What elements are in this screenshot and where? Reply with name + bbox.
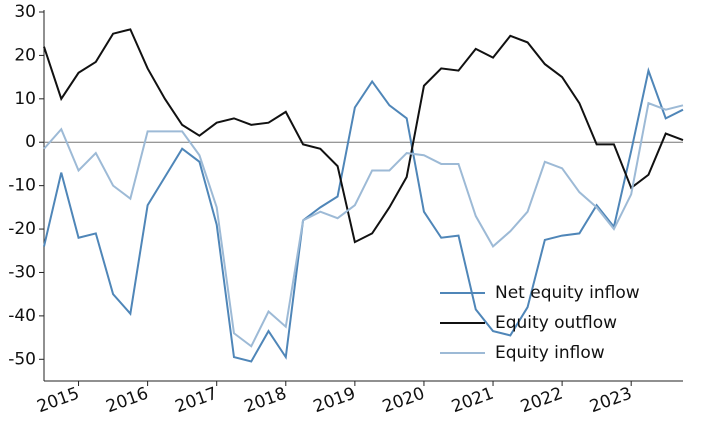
y-tick-label: -20 [8,219,36,239]
y-tick-label: -30 [8,262,36,282]
x-tick-label: 2018 [242,384,289,418]
y-tick-label: -40 [8,306,36,326]
y-tick-label: 30 [14,2,36,22]
x-tick-label: 2023 [587,384,634,418]
y-tick-label: -50 [8,349,36,369]
legend-label: Net equity inflow [495,283,640,303]
x-tick-label: 2020 [380,384,427,418]
x-tick-label: 2021 [449,384,496,418]
y-tick-label: 20 [14,45,36,65]
x-tick-label: 2022 [518,384,565,418]
series-line [43,66,684,363]
x-tick-label: 2019 [311,384,358,418]
x-tick-label: 2016 [104,384,151,418]
legend-label: Equity outflow [495,313,617,333]
y-tick-label: 10 [14,89,36,109]
x-tick-label: 2015 [34,384,81,418]
x-tick-label: 2017 [173,384,220,418]
y-tick-label: 0 [25,132,36,152]
series-line [43,28,684,244]
series-line [43,101,684,348]
legend-label: Equity inflow [495,343,605,363]
y-tick-label: -10 [8,176,36,196]
